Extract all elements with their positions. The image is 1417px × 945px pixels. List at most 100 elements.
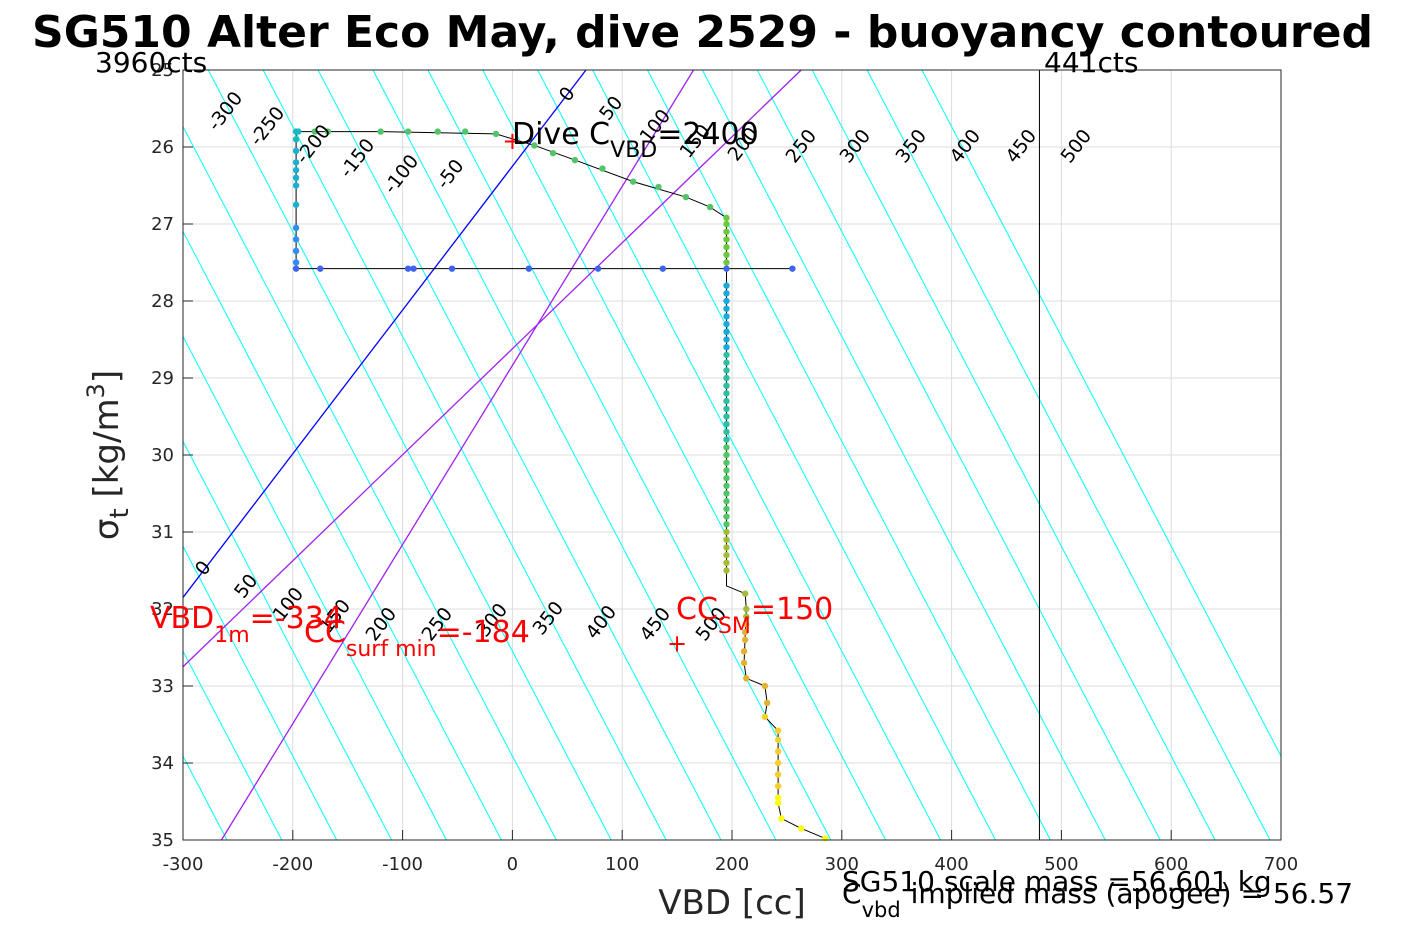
y-tick-label: 25	[151, 60, 174, 81]
dive-c-main: Dive C	[512, 117, 610, 152]
data-point	[682, 193, 690, 201]
contour-label-top: -100	[379, 151, 423, 199]
y-tick-label: 28	[151, 291, 174, 312]
data-point	[723, 382, 730, 389]
data-point	[723, 305, 730, 312]
cc-sm-annotation: CCSM=150	[676, 592, 833, 639]
data-point	[434, 128, 441, 135]
highlight-line	[182, 69, 587, 598]
marker-plus: +	[502, 127, 522, 155]
data-point	[292, 265, 300, 272]
buoyancy-contour-line	[182, 755, 228, 841]
data-point	[723, 421, 730, 428]
y-tick-label: 30	[151, 445, 174, 466]
x-tick-label: 400	[934, 854, 968, 875]
data-point	[740, 659, 748, 667]
data-point	[659, 265, 667, 272]
data-point	[723, 282, 730, 289]
data-point	[740, 648, 748, 655]
x-axis-label: VBD [cc]	[658, 883, 806, 923]
y-label-unit: [kg/m	[87, 398, 127, 508]
data-point	[723, 559, 730, 566]
y-tick-label: 35	[151, 830, 174, 851]
chart-title: SG510 Alter Eco May, dive 2529 - buoyanc…	[32, 7, 1373, 58]
data-point	[292, 159, 300, 166]
contour-label-top: 0	[555, 83, 580, 106]
data-point	[723, 359, 730, 366]
highlight-lines	[182, 69, 802, 841]
data-point	[774, 736, 782, 744]
buoyancy-contour-line	[182, 336, 447, 841]
dive-c-value: =2400	[657, 117, 758, 152]
data-point	[492, 130, 500, 138]
data-point	[774, 782, 782, 790]
data-point	[723, 428, 730, 436]
data-point	[599, 165, 606, 172]
grid	[182, 69, 1282, 841]
cc-sm-main: CC	[676, 592, 718, 627]
data-point	[723, 344, 730, 351]
data-point	[311, 128, 318, 135]
data-point	[778, 815, 785, 822]
y-tick-label: 32	[151, 599, 174, 620]
data-point	[571, 156, 579, 164]
y-tick-label: 26	[151, 137, 174, 158]
data-point	[723, 351, 730, 359]
vbd-1m-annotation: VBD1m=-334	[150, 601, 343, 648]
data-point	[763, 699, 771, 707]
contour-label-top: -300	[203, 88, 247, 136]
vbd-1m-main: VBD	[150, 601, 214, 636]
data-point	[292, 147, 300, 155]
x-tick-label: 500	[1044, 854, 1078, 875]
x-tick-label: -200	[272, 854, 313, 875]
data-point	[743, 675, 750, 682]
profile-line	[295, 131, 826, 839]
buoyancy-contour-line	[182, 126, 557, 841]
contour-label-top: 350	[891, 125, 931, 167]
data-point	[723, 490, 730, 497]
data-point	[743, 621, 750, 628]
buoyancy-contour-line	[182, 650, 283, 841]
data-point	[292, 136, 300, 143]
contour-label-bottom: 50	[230, 570, 262, 603]
data-point	[723, 436, 730, 443]
buoyancy-contour-line	[482, 69, 887, 841]
implied-mass: implied mass (apogee) = 56.57	[911, 877, 1353, 910]
data-point	[292, 174, 300, 181]
data-point	[723, 451, 730, 459]
data-point	[292, 236, 300, 243]
x-tick-label: 300	[825, 854, 859, 875]
cvbd-main: C	[842, 877, 862, 910]
data-point	[723, 444, 730, 451]
data-point	[377, 128, 384, 135]
data-point	[774, 799, 782, 807]
data-point	[723, 251, 730, 258]
data-point	[706, 203, 714, 211]
data-point	[525, 265, 533, 272]
data-point	[774, 727, 782, 734]
data-point	[723, 328, 730, 335]
data-point	[531, 142, 538, 149]
data-point	[723, 482, 730, 489]
data-point	[723, 413, 730, 420]
buoyancy-contour-line	[262, 69, 667, 841]
data-point	[295, 128, 302, 135]
data-point	[741, 628, 749, 636]
cc-surf-value: =-184	[437, 615, 530, 650]
highlight-line	[182, 69, 802, 668]
y-label-sigma: σ	[87, 519, 127, 541]
cvbd-sub: vbd	[862, 898, 901, 922]
data-point	[741, 636, 749, 643]
markers: ++	[502, 127, 687, 658]
buoyancy-contour-line	[182, 231, 502, 841]
y-tick-label: 34	[151, 753, 174, 774]
data-point	[549, 149, 557, 157]
data-point	[324, 128, 332, 135]
profile-polyline	[295, 131, 826, 839]
data-point	[404, 128, 412, 135]
data-point	[292, 224, 300, 232]
contour-label-top: 250	[781, 125, 821, 167]
data-point	[723, 367, 730, 374]
data-point	[761, 713, 769, 720]
data-point	[723, 405, 730, 412]
